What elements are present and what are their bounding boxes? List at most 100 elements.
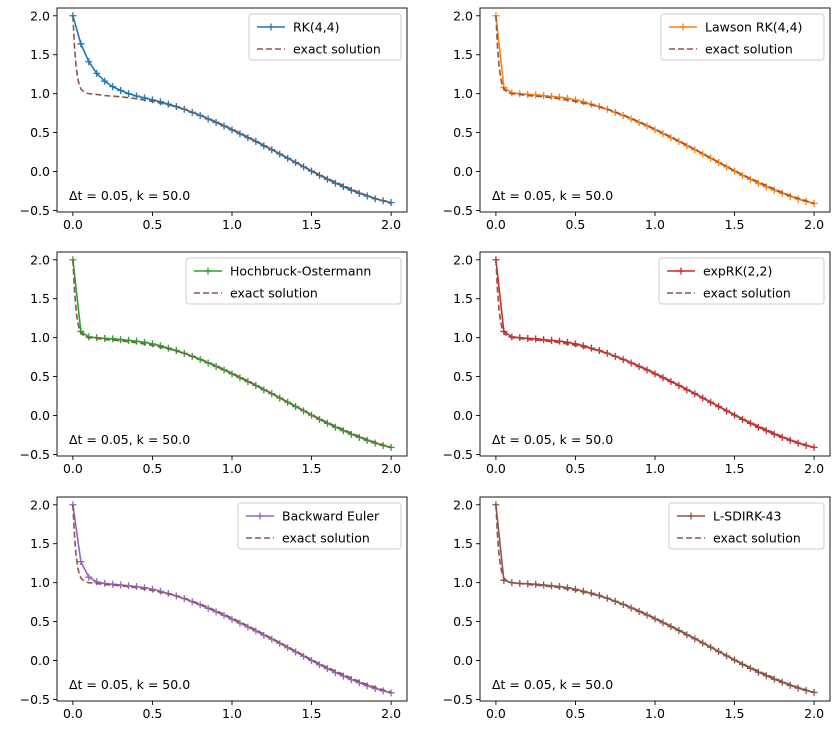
subplot-1: 0.0 0.5 1.0 1.5 2.0 −0.5 0.0 0.5 1.0 1.5 2.0 Δt = 0… [20,7,408,232]
series-marker [109,83,117,91]
y-tick-label: −0.5 [443,203,473,218]
series-marker [252,138,260,146]
legend-marker [267,23,275,31]
series-marker [77,40,85,48]
series-marker [715,403,723,411]
series-marker [300,407,308,415]
y-tick-label: −0.5 [443,692,473,707]
series-marker [540,92,548,100]
y-tick-label: 0.5 [453,614,473,629]
y-tick-label: 0.0 [453,408,473,423]
legend-box [185,257,402,305]
series-marker [284,398,292,406]
legend-label: expRK(2,2) [703,264,772,279]
subplot-3: 0.0 0.5 1.0 1.5 2.0 −0.5 0.0 0.5 1.0 1.5 2.0 Δt = 0… [20,251,408,476]
legend-label: Backward Euler [282,509,380,524]
x-tick-label: 0.5 [566,217,586,232]
legend-label: Hochbruck-Ostermann [230,264,371,279]
series-marker [699,150,707,158]
x-tick-label: 1.0 [222,706,242,721]
step-annotation: Δt = 0.05, k = 50.0 [69,677,190,692]
x-tick-label: 0.0 [63,461,83,476]
y-tick-label: 2.0 [30,252,50,267]
series-marker [156,98,164,106]
series-marker [93,69,101,77]
y-tick-label: 1.5 [30,291,50,306]
series-marker [387,689,395,697]
legend: RK(4,4) exact solution [248,13,402,61]
legend-box [237,502,402,550]
series-marker [101,334,109,342]
series-marker [276,150,284,158]
series-marker [691,390,699,398]
y-tick-label: 0.0 [30,408,50,423]
legend-label: RK(4,4) [293,20,340,35]
x-tick-label: 0.0 [63,706,83,721]
series-marker [323,175,331,183]
x-tick-label: 1.0 [222,217,242,232]
legend: Lawson RK(4,4) exact solution [660,13,825,61]
y-tick-label: 1.5 [30,47,50,62]
series-marker [715,159,723,167]
legend: expRK(2,2) exact solution [658,257,825,305]
x-tick-label: 1.5 [725,706,745,721]
step-annotation: Δt = 0.05, k = 50.0 [492,432,613,447]
series-marker [770,186,778,194]
series-marker [691,635,699,643]
legend-label: exact solution [282,531,370,546]
series-marker [331,179,339,187]
x-tick-label: 1.5 [302,217,322,232]
series-marker [786,681,794,689]
axes-frame [479,251,831,457]
series-marker [300,163,308,171]
legend: Hochbruck-Ostermann exact solution [185,257,402,305]
series-marker [723,163,731,171]
y-tick-label: 1.5 [30,536,50,551]
y-tick-label: 1.0 [453,86,473,101]
subplot-5: 0.0 0.5 1.0 1.5 2.0 −0.5 0.0 0.5 1.0 1.5 2.0 Δt = 0… [20,496,408,721]
x-tick-label: 1.0 [645,461,665,476]
legend-marker [204,267,212,275]
legend-label: exact solution [230,286,318,301]
step-annotation: Δt = 0.05, k = 50.0 [492,677,613,692]
x-tick-label: 1.5 [302,706,322,721]
y-tick-label: 2.0 [453,8,473,23]
series-marker [347,430,355,438]
x-tick-label: 0.0 [63,217,83,232]
step-annotation: Δt = 0.05, k = 50.0 [492,188,613,203]
series-marker [524,334,532,342]
x-tick-label: 1.0 [645,706,665,721]
x-tick-label: 2.0 [804,461,824,476]
y-tick-label: 0.0 [30,653,50,668]
y-tick-label: 1.5 [453,291,473,306]
legend-box [658,257,825,305]
subplot-6: 0.0 0.5 1.0 1.5 2.0 −0.5 0.0 0.5 1.0 1.5 2.0 Δt = 0… [443,496,831,721]
series-marker [125,336,133,344]
x-tick-label: 0.0 [486,706,506,721]
series-marker [746,175,754,183]
series-marker [532,335,540,343]
legend-box [248,13,402,61]
series-marker [331,423,339,431]
x-tick-label: 1.5 [725,217,745,232]
y-tick-label: −0.5 [20,203,50,218]
series-marker [754,668,762,676]
y-tick-label: 2.0 [453,252,473,267]
series-marker [754,179,762,187]
series-marker [675,138,683,146]
series-marker [723,407,731,415]
legend-label: Lawson RK(4,4) [705,20,802,35]
series-marker [284,154,292,162]
step-annotation: Δt = 0.05, k = 50.0 [69,432,190,447]
series-marker [252,382,260,390]
subplot-2: 0.0 0.5 1.0 1.5 2.0 −0.5 0.0 0.5 1.0 1.5 2.0 Δt = 0… [443,7,831,232]
series-marker [363,436,371,444]
series-marker [117,87,125,95]
series-marker [746,664,754,672]
series-marker [786,192,794,200]
exact-solution-line [495,504,815,694]
y-tick-label: 2.0 [453,497,473,512]
series-marker [125,90,133,98]
y-tick-label: 2.0 [30,8,50,23]
y-tick-label: 0.5 [30,614,50,629]
